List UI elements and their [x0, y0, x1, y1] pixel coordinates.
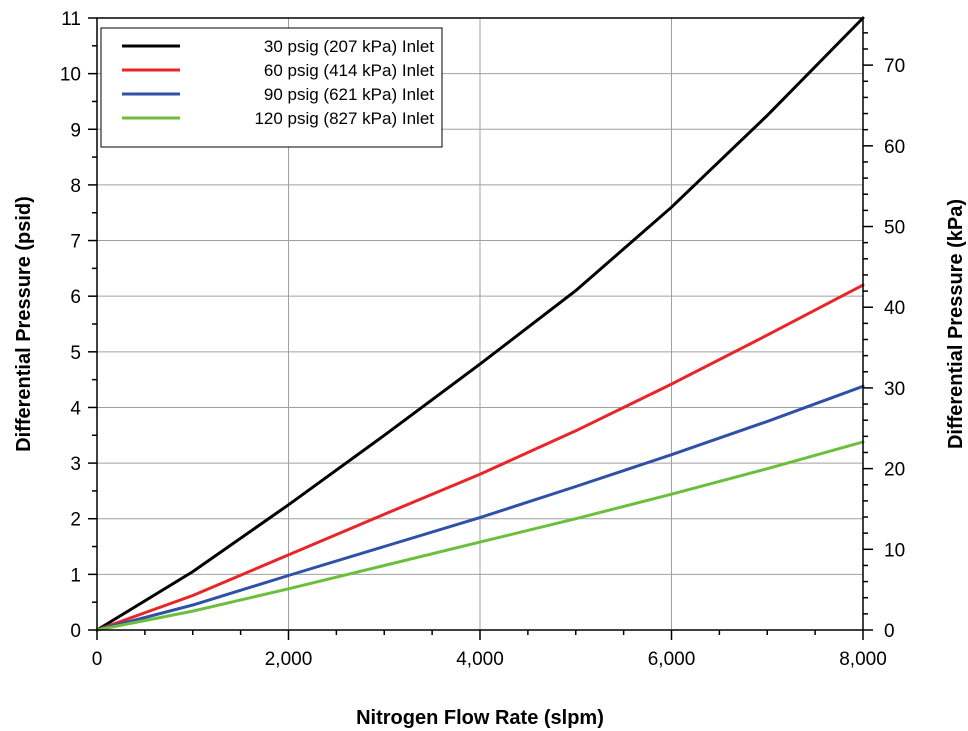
y-tick-label: 3 [70, 454, 81, 475]
y-tick-label: 1 [70, 565, 81, 586]
series-line-4 [95, 440, 865, 632]
y2-axis-title: Differential Pressure (kPa) [945, 199, 967, 449]
x-tick-label: 4,000 [456, 649, 504, 670]
legend: 30 psig (207 kPa) Inlet 60 psig (414 kPa)… [100, 27, 443, 148]
y-tick-label: 5 [70, 343, 81, 364]
legend-label-1: 30 psig (207 kPa) Inlet [264, 37, 434, 56]
y2-tick-label: 40 [884, 298, 905, 319]
y-axis-title: Differential Pressure (psid) [13, 196, 35, 452]
y-tick-label: 2 [70, 510, 81, 531]
y-tick-label: 11 [61, 9, 81, 30]
x-tick-label: 2,000 [265, 649, 313, 670]
x-axis-title: Nitrogen Flow Rate (slpm) [356, 707, 604, 729]
y2-tick-label: 10 [884, 540, 905, 561]
x-tick-label: 8,000 [839, 649, 887, 670]
x-tick-label: 6,000 [648, 649, 696, 670]
series-lines [95, 16, 865, 632]
legend-label-3: 90 psig (621 kPa) Inlet [264, 85, 434, 104]
y2-tick-label: 0 [884, 621, 895, 642]
y-tick-label: 4 [70, 398, 81, 419]
y2-tick-label: 20 [884, 460, 905, 481]
y-tick-label: 10 [60, 65, 81, 86]
legend-box [100, 27, 443, 148]
axis-ticks [88, 17, 873, 640]
series-line-3 [95, 384, 865, 632]
y-tick-label: 7 [70, 232, 81, 253]
y-tick-label: 8 [70, 176, 81, 197]
y2-tick-label: 60 [884, 137, 905, 158]
x-tick-label: 0 [92, 649, 103, 670]
series-line-2 [95, 283, 865, 632]
y-tick-label: 6 [70, 287, 81, 308]
y-tick-label: 0 [70, 621, 81, 642]
series-line-1 [95, 16, 865, 632]
y2-tick-label: 50 [884, 218, 905, 239]
y2-tick-label: 30 [884, 379, 905, 400]
legend-label-4: 120 psig (827 kPa) Inlet [254, 109, 434, 128]
y-tick-label: 9 [70, 120, 81, 141]
legend-label-2: 60 psig (414 kPa) Inlet [264, 61, 434, 80]
y2-tick-label: 70 [884, 56, 905, 77]
tick-labels: 0 2,000 4,000 6,000 8,000 0 1 2 3 4 5 6 7 8 9 10 11 0 10 20… [60, 9, 905, 670]
